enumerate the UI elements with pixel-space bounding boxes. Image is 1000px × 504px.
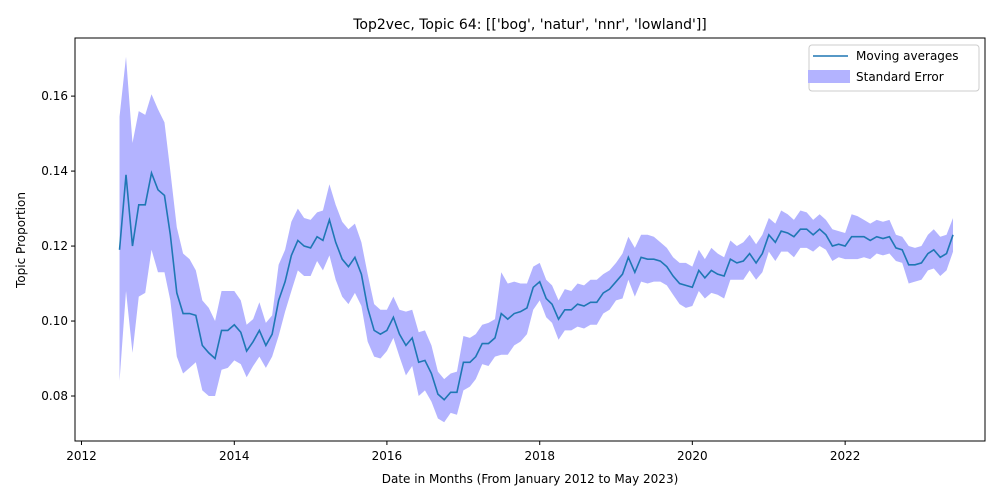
y-tick-label: 0.14 <box>41 164 68 178</box>
legend-swatch-standard-error <box>808 70 850 83</box>
y-axis: 0.08 0.10 0.12 0.14 0.16 <box>41 89 75 403</box>
x-tick-label: 2018 <box>524 449 555 463</box>
y-tick-label: 0.10 <box>41 314 68 328</box>
y-tick-label: 0.08 <box>41 389 68 403</box>
axes-frame <box>74 37 986 442</box>
y-tick-label: 0.12 <box>41 239 68 253</box>
y-tick-label: 0.16 <box>41 89 68 103</box>
x-axis: 2012 2014 2016 2018 2020 2022 <box>66 441 860 463</box>
chart-title: Top2vec, Topic 64: [['bog', 'natur', 'nn… <box>352 17 707 33</box>
moving-average-line <box>118 170 954 401</box>
x-tick-label: 2016 <box>372 449 403 463</box>
x-tick-label: 2020 <box>677 449 708 463</box>
x-tick-label: 2012 <box>66 449 97 463</box>
standard-error-band <box>119 56 954 423</box>
x-axis-label: Date in Months (From January 2012 to May… <box>382 472 679 486</box>
legend-label-standard-error: Standard Error <box>856 70 944 84</box>
x-tick-label: 2014 <box>219 449 250 463</box>
legend: Moving averages Standard Error <box>808 44 980 92</box>
y-axis-label: Topic Proportion <box>14 192 28 289</box>
plot-area <box>118 56 954 423</box>
legend-box <box>808 44 980 92</box>
legend-label-moving-averages: Moving averages <box>856 49 959 63</box>
x-tick-label: 2022 <box>830 449 861 463</box>
